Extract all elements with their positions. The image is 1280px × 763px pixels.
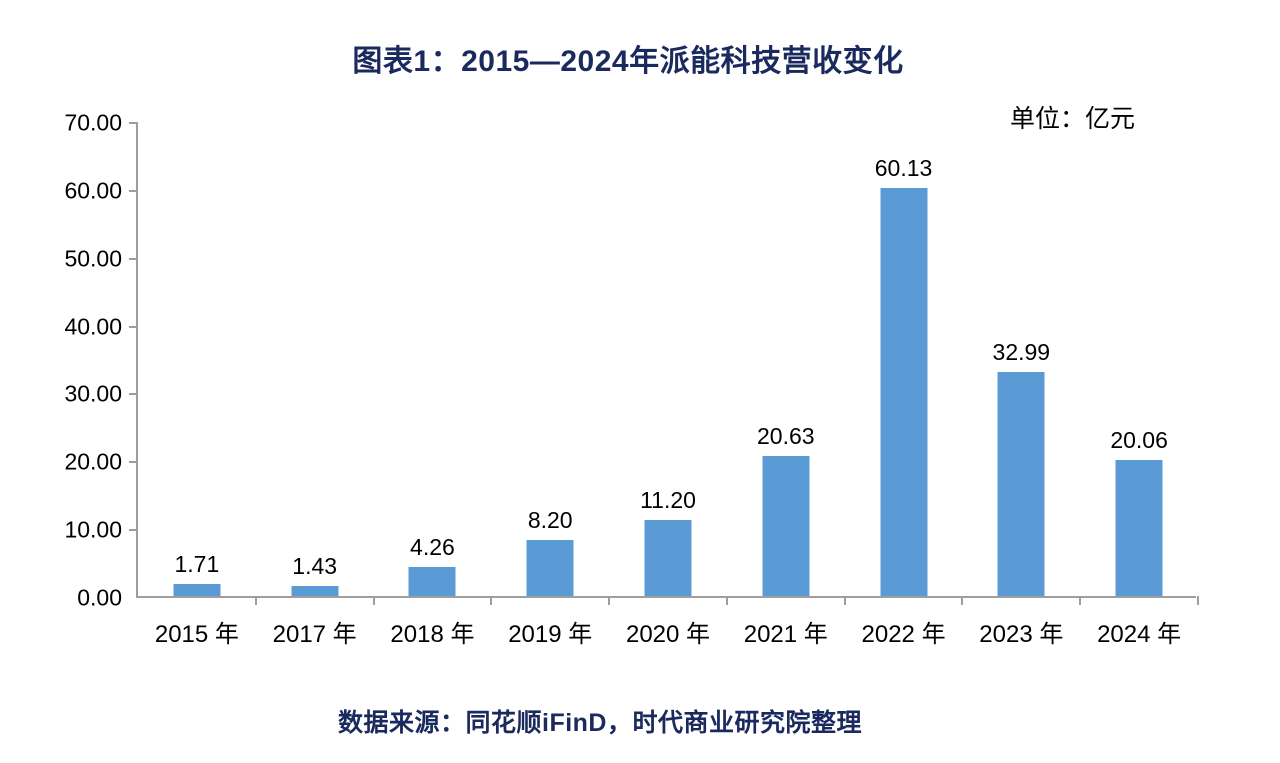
bar-2021年 bbox=[762, 456, 810, 596]
y-axis-tick-mark bbox=[129, 257, 138, 260]
x-axis-category-label: 2021 年 bbox=[743, 621, 828, 648]
y-axis-tick-label: 30.00 bbox=[64, 380, 122, 407]
x-axis-tick-mark bbox=[372, 596, 375, 605]
bar-2024年 bbox=[1115, 459, 1163, 596]
y-axis-tick-mark bbox=[129, 461, 138, 464]
y-axis-tick-label: 60.00 bbox=[64, 177, 122, 204]
bar-value-label: 20.63 bbox=[756, 423, 815, 449]
x-axis-tick-mark bbox=[725, 596, 728, 605]
y-axis-tick-mark bbox=[129, 189, 138, 192]
x-axis-category-label: 2017 年 bbox=[272, 621, 357, 648]
y-axis-tick-mark bbox=[129, 529, 138, 532]
bar-value-label: 20.06 bbox=[1110, 426, 1168, 453]
y-axis-tick-label: 10.00 bbox=[64, 516, 122, 543]
bar-value-label: 32.99 bbox=[992, 339, 1051, 366]
y-axis-tick-mark bbox=[129, 325, 138, 328]
y-axis-tick-label: 0.00 bbox=[77, 584, 122, 611]
y-axis-tick-mark bbox=[129, 393, 138, 396]
chart-title: 图表1：2015—2024年派能科技营收变化 bbox=[352, 45, 904, 78]
unit-label: 单位：亿元 bbox=[1009, 106, 1135, 133]
x-axis-tick-mark bbox=[490, 596, 493, 605]
bar-2017年 bbox=[291, 586, 339, 596]
y-axis-tick-mark bbox=[129, 122, 138, 124]
bar-value-label: 8.20 bbox=[527, 507, 573, 534]
bar-value-label: 1.43 bbox=[292, 553, 338, 580]
y-axis-tick-label: 50.00 bbox=[64, 245, 122, 272]
y-axis-tick-label: 40.00 bbox=[64, 313, 122, 340]
y-axis-tick-label: 20.00 bbox=[64, 448, 122, 475]
x-axis-category-label: 2018 年 bbox=[390, 621, 475, 648]
bar-2019年 bbox=[526, 540, 574, 596]
x-axis-category-label: 2015 年 bbox=[154, 621, 239, 648]
bar-value-label: 1.71 bbox=[174, 551, 220, 578]
x-axis-tick-mark bbox=[1197, 596, 1199, 605]
x-axis-tick-mark bbox=[254, 596, 257, 605]
bar-2023年 bbox=[997, 372, 1045, 596]
bar-chart-plot-area: 0.00 10.00 20.00 30.00 40.00 50.00 60.00 70.00 1… bbox=[64, 110, 1199, 648]
bar-2015年 bbox=[173, 584, 221, 596]
x-axis-category-label: 2023 年 bbox=[979, 621, 1064, 648]
x-axis-category-label: 2022 年 bbox=[861, 621, 946, 648]
bar-2022年 bbox=[880, 187, 928, 596]
x-axis-tick-mark bbox=[608, 596, 611, 605]
x-axis-tick-mark bbox=[1079, 596, 1082, 605]
bar-value-label: 11.20 bbox=[640, 487, 696, 513]
x-axis-category-label: 2020 年 bbox=[625, 621, 711, 648]
bar-2018年 bbox=[408, 567, 456, 596]
bar-value-label: 4.26 bbox=[410, 534, 455, 561]
data-source-note: 数据来源：同花顺iFinD，时代商业研究院整理 bbox=[338, 709, 862, 737]
y-axis-tick-label: 70.00 bbox=[64, 109, 122, 136]
x-axis-tick-mark bbox=[961, 596, 964, 605]
x-axis-tick-mark bbox=[843, 596, 846, 605]
x-axis-category-label: 2019 年 bbox=[508, 621, 593, 648]
bar-value-label: 60.13 bbox=[874, 154, 933, 181]
x-axis-category-label: 2024 年 bbox=[1097, 621, 1182, 648]
bar-2020年 bbox=[644, 520, 692, 596]
